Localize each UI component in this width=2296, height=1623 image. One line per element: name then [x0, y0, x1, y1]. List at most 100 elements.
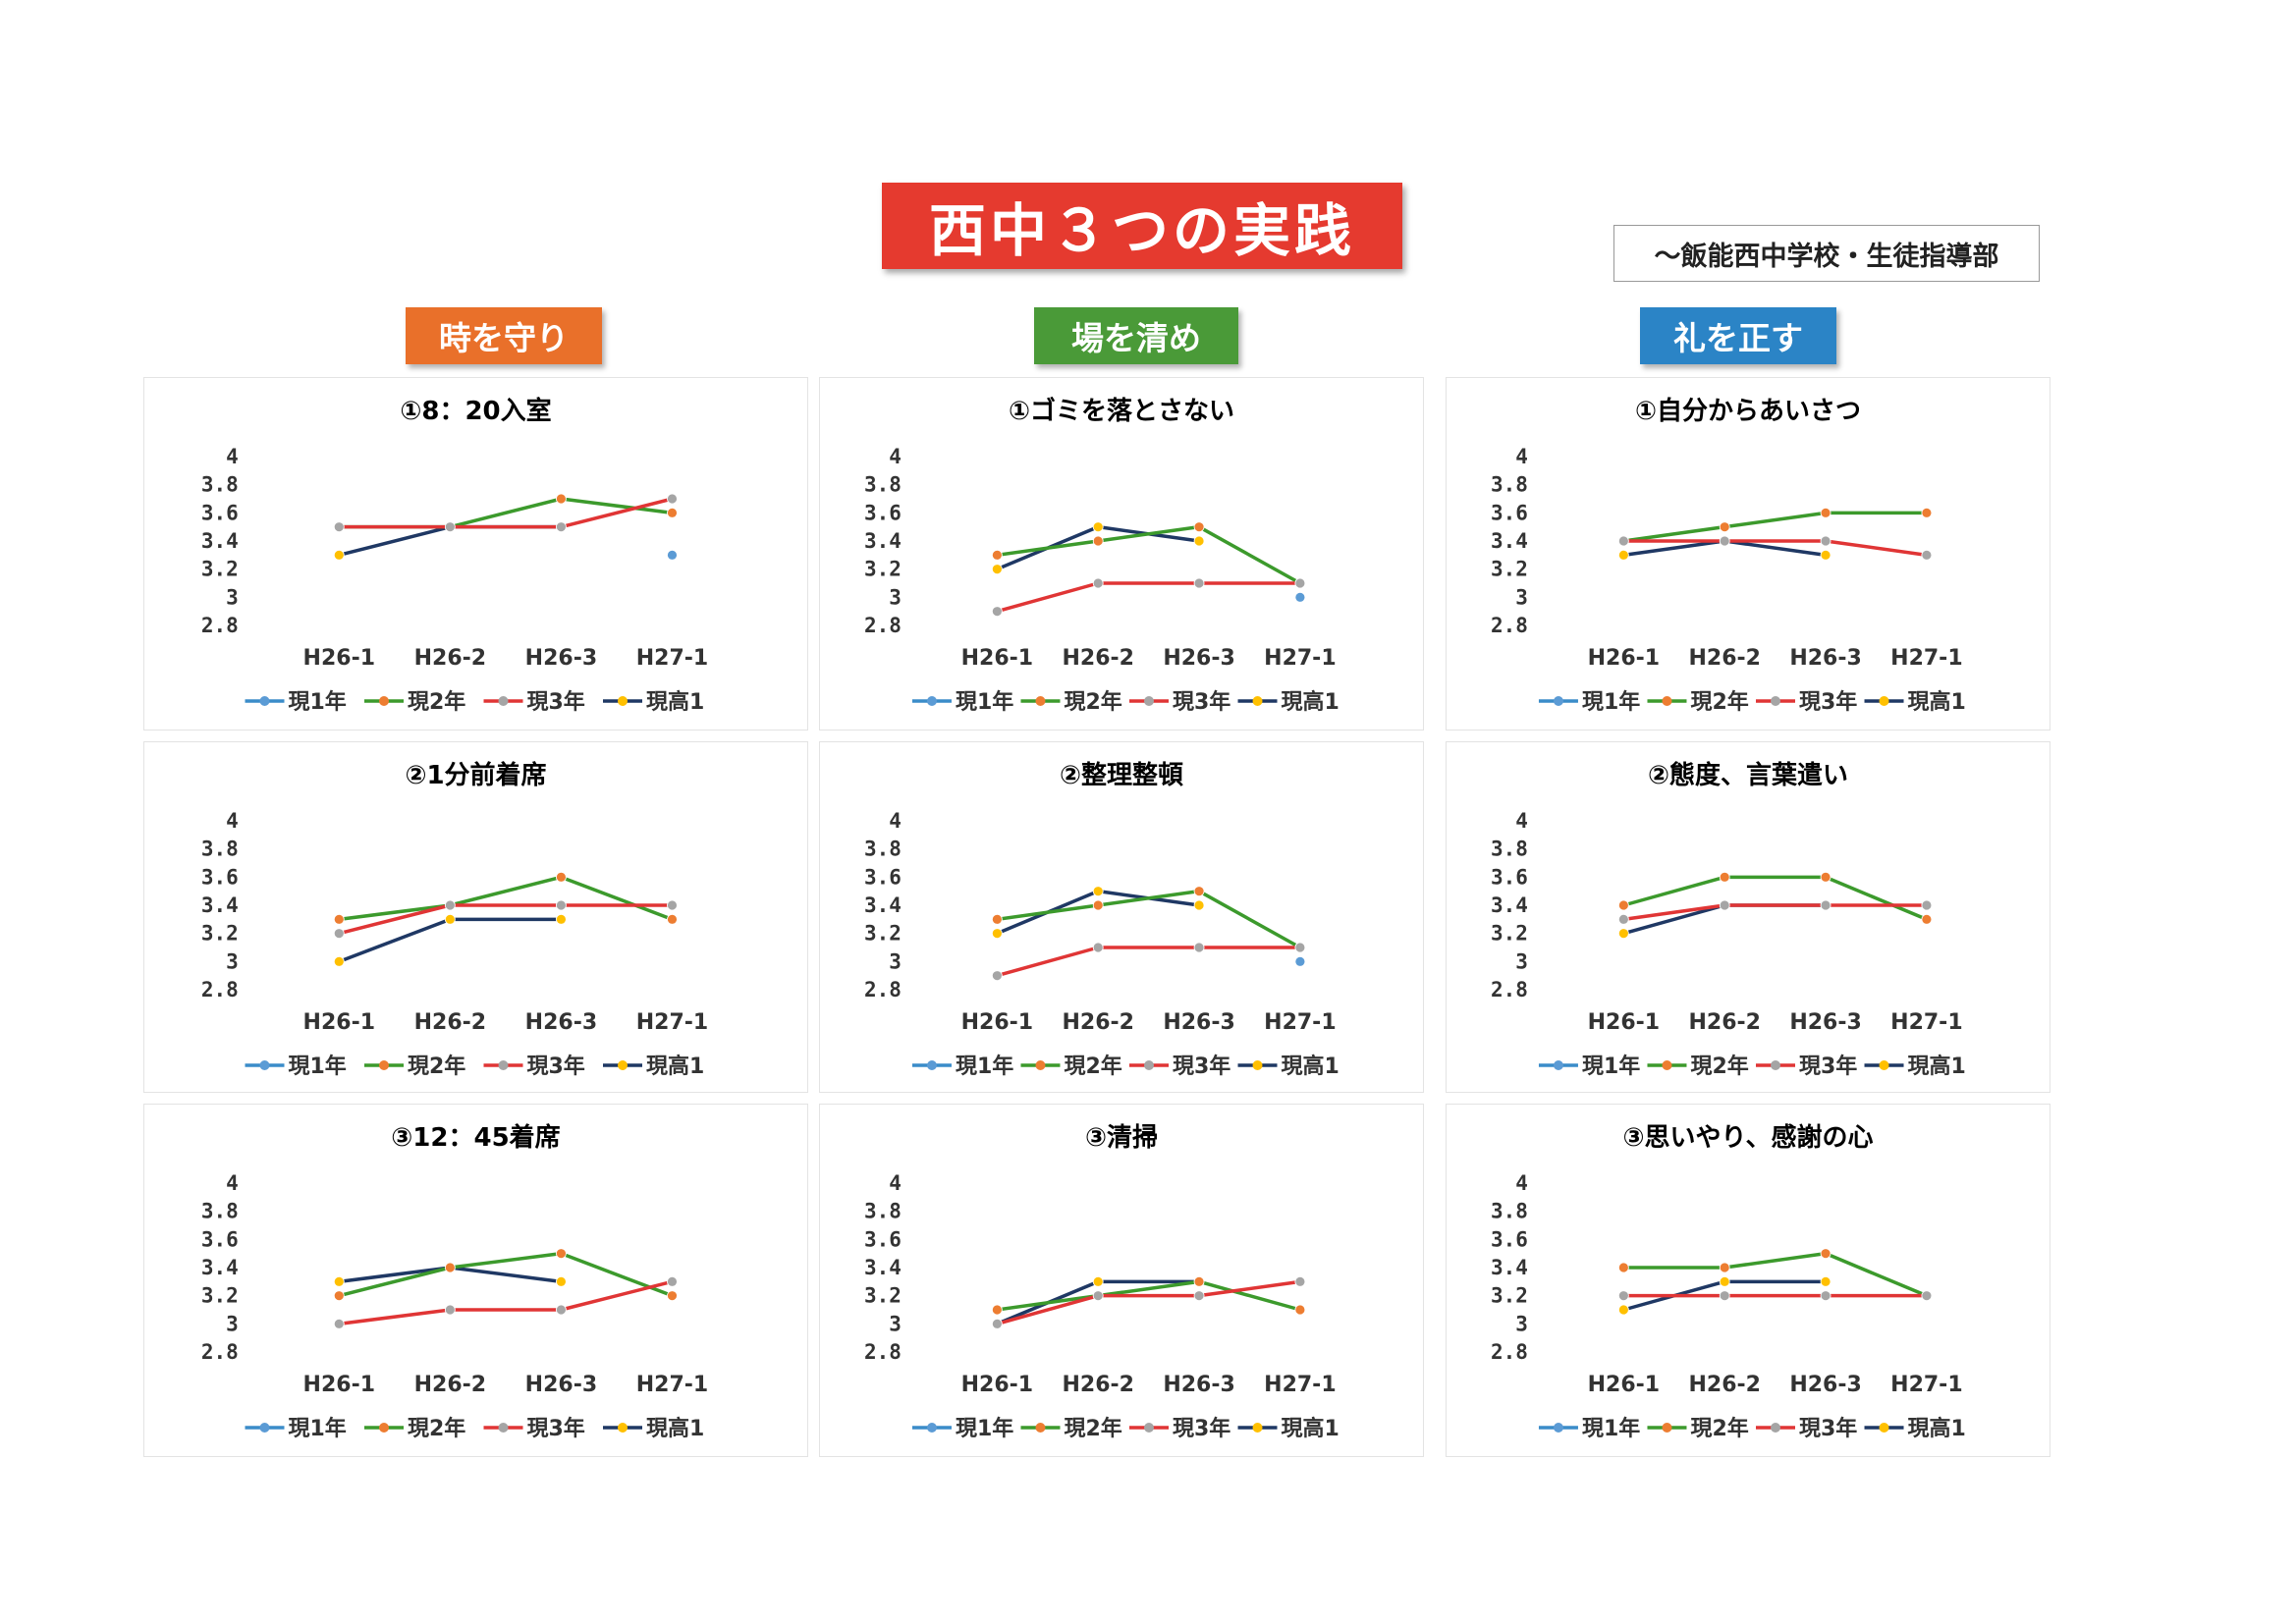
- y-tick-label: 3: [226, 1312, 239, 1335]
- y-tick-label: 4: [226, 809, 239, 833]
- legend-swatch-marker: [498, 1060, 509, 1070]
- data-point: [991, 549, 1003, 561]
- data-point: [1820, 1290, 1831, 1302]
- data-point: [1294, 577, 1306, 589]
- category-label-time: 時を守り: [406, 307, 602, 364]
- data-point: [1820, 1248, 1831, 1260]
- y-tick-label: 3: [226, 949, 239, 973]
- series-line: [339, 497, 673, 529]
- data-point: [667, 1275, 678, 1287]
- data-point: [1294, 591, 1306, 603]
- legend-swatch-marker: [926, 1423, 937, 1433]
- x-tick-label: H26-2: [1688, 646, 1760, 671]
- legend-swatch-marker: [259, 696, 270, 706]
- legend-swatch-marker: [1662, 696, 1672, 706]
- data-point: [1719, 1262, 1730, 1273]
- y-tick-label: 3.6: [864, 865, 902, 889]
- series-line: [1623, 511, 1927, 543]
- data-point: [1193, 886, 1205, 897]
- legend-label: 現1年: [1582, 1054, 1640, 1079]
- legend-label: 現1年: [956, 689, 1013, 715]
- data-point: [1193, 535, 1205, 547]
- y-tick-label: 3.4: [864, 1256, 902, 1279]
- legend-swatch-marker: [1553, 1060, 1563, 1070]
- y-tick-label: 3.6: [864, 1227, 902, 1251]
- y-tick-label: 3.6: [201, 501, 239, 524]
- y-tick-label: 3.8: [201, 1200, 239, 1223]
- data-point: [1617, 1304, 1629, 1316]
- x-tick-label: H27-1: [1890, 646, 1962, 671]
- y-tick-label: 4: [226, 1171, 239, 1195]
- data-point: [556, 493, 567, 505]
- y-tick-label: 3.2: [201, 1284, 239, 1308]
- series-line: [996, 946, 1300, 978]
- y-tick-label: 3.8: [201, 838, 239, 861]
- legend-swatch-marker: [926, 696, 937, 706]
- legend-swatch-marker: [1553, 696, 1563, 706]
- x-tick-label: H26-3: [525, 1373, 597, 1397]
- legend-label: 現3年: [527, 1054, 585, 1079]
- y-tick-label: 3: [1515, 585, 1528, 609]
- x-tick-label: H26-3: [1789, 646, 1861, 671]
- legend-swatch-marker: [1662, 1060, 1672, 1070]
- legend-swatch-marker: [1035, 696, 1046, 706]
- x-tick-label: H27-1: [1264, 646, 1336, 671]
- legend-label: 現2年: [1064, 689, 1121, 715]
- legend-label: 現高1: [1282, 1054, 1339, 1079]
- data-point: [444, 899, 456, 911]
- legend-label: 現2年: [1690, 1054, 1748, 1079]
- data-point: [1092, 521, 1104, 533]
- data-point: [1193, 1275, 1205, 1287]
- data-point: [1092, 899, 1104, 911]
- legend-label: 現1年: [956, 1054, 1013, 1079]
- data-point: [1193, 521, 1205, 533]
- x-tick-label: H27-1: [1890, 1010, 1962, 1035]
- y-tick-label: 3.2: [864, 922, 902, 946]
- legend-label: 現3年: [1799, 689, 1857, 715]
- legend-swatch-marker: [1252, 696, 1263, 706]
- chart-panel: ③思いやり、感謝の心 4 3.8 3.6 3.4 3.2 3 2.8 H26-1 H26-2 H26…: [1446, 1104, 2050, 1457]
- data-point: [444, 1304, 456, 1316]
- data-point: [333, 521, 345, 533]
- legend-label: 現3年: [1799, 1054, 1857, 1079]
- data-point: [556, 1304, 567, 1316]
- legend-swatch-marker: [926, 1060, 937, 1070]
- x-tick-label: H26-3: [525, 646, 597, 671]
- chart-panel: ①自分からあいさつ 4 3.8 3.6 3.4 3.2 3 2.8 H26-1 H26-2 H26-…: [1446, 377, 2050, 730]
- y-tick-label: 3.4: [1491, 1256, 1528, 1279]
- legend-label: 現3年: [527, 1416, 585, 1441]
- y-tick-label: 3: [1515, 1312, 1528, 1335]
- data-point: [1294, 1275, 1306, 1287]
- legend-swatch-marker: [1662, 1423, 1672, 1433]
- x-tick-label: H27-1: [1264, 1010, 1336, 1035]
- legend-label: 現2年: [1690, 689, 1748, 715]
- x-tick-label: H26-1: [303, 1010, 375, 1035]
- y-tick-label: 2.8: [1491, 614, 1528, 637]
- data-point: [1719, 899, 1730, 911]
- legend-swatch-marker: [1771, 1060, 1780, 1070]
- data-point: [667, 493, 678, 505]
- data-point: [1092, 535, 1104, 547]
- data-point: [556, 899, 567, 911]
- y-tick-label: 3.6: [201, 1227, 239, 1251]
- y-tick-label: 4: [1515, 1171, 1528, 1195]
- data-point: [556, 1248, 567, 1260]
- x-tick-label: H26-2: [1062, 646, 1133, 671]
- chart-title: ③思いやり、感謝の心: [1623, 1122, 1874, 1153]
- data-point: [1294, 955, 1306, 967]
- data-point: [1719, 1275, 1730, 1287]
- data-point: [1617, 913, 1629, 925]
- legend-label: 現3年: [1799, 1416, 1857, 1441]
- legend-label: 現高1: [646, 1416, 704, 1441]
- chart-title: ①ゴミを落とさない: [1009, 396, 1234, 426]
- data-point: [1617, 549, 1629, 561]
- data-point: [667, 549, 678, 561]
- chart-panel: ②態度、言葉遣い 4 3.8 3.6 3.4 3.2 3 2.8 H26-1 H26-2 H26-3…: [1446, 741, 2050, 1093]
- data-point: [1092, 886, 1104, 897]
- legend-swatch-marker: [1144, 696, 1154, 706]
- page-title: 西中３つの実践: [882, 183, 1402, 269]
- legend-swatch-marker: [379, 1060, 389, 1070]
- y-tick-label: 3.2: [1491, 558, 1528, 581]
- data-point: [333, 1290, 345, 1302]
- data-point: [556, 521, 567, 533]
